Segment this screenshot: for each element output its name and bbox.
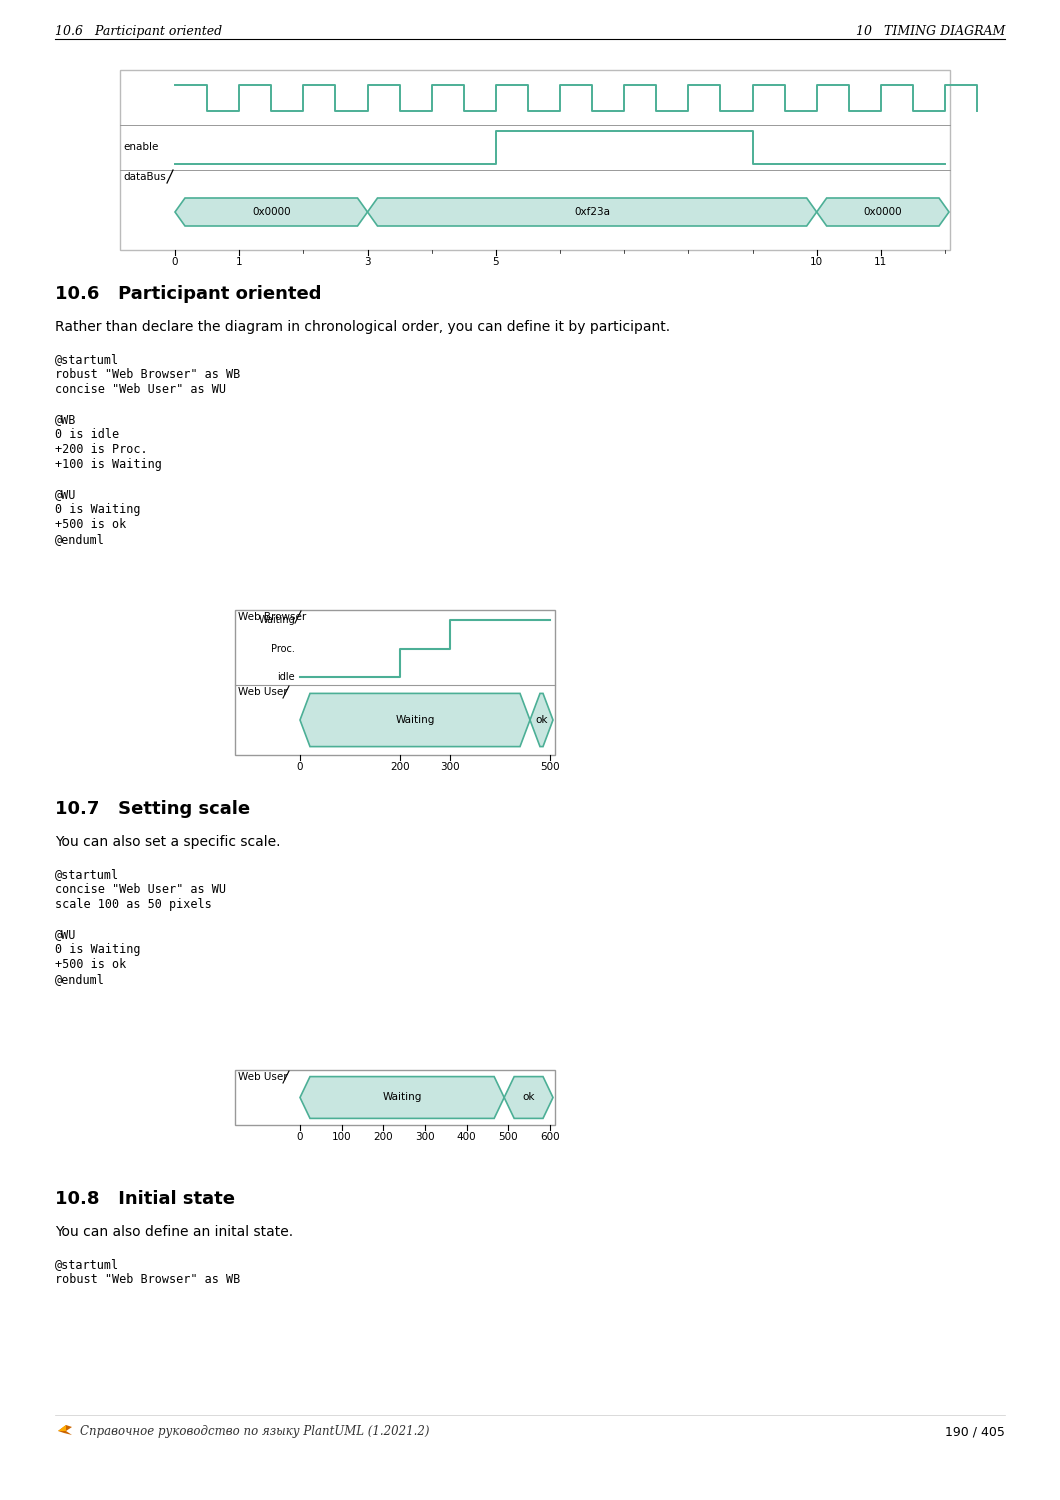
Text: @enduml: @enduml [55,974,105,986]
Text: 10: 10 [810,256,824,267]
Text: +200 is Proc.: +200 is Proc. [55,442,147,456]
Polygon shape [505,1077,553,1119]
Text: 300: 300 [440,762,460,772]
Text: You can also define an inital state.: You can also define an inital state. [55,1226,294,1239]
Text: concise "Web User" as WU: concise "Web User" as WU [55,382,226,396]
Polygon shape [58,1425,72,1436]
Text: 200: 200 [390,762,410,772]
Polygon shape [300,693,530,747]
Text: Waiting: Waiting [383,1092,422,1102]
Text: Rather than declare the diagram in chronological order, you can define it by par: Rather than declare the diagram in chron… [55,320,670,334]
Text: Proc.: Proc. [271,644,295,654]
Text: dataBus: dataBus [123,172,165,182]
Text: 1: 1 [236,256,243,267]
Text: @WU: @WU [55,488,76,501]
FancyBboxPatch shape [120,70,950,250]
Text: scale 100 as 50 pixels: scale 100 as 50 pixels [55,898,212,910]
Text: 11: 11 [874,256,887,267]
Polygon shape [530,693,553,747]
Text: 10   TIMING DIAGRAM: 10 TIMING DIAGRAM [855,26,1005,38]
Text: enable: enable [123,142,158,153]
Text: Web User: Web User [238,687,287,698]
Text: 190 / 405: 190 / 405 [946,1425,1005,1438]
Text: 10.6   Participant oriented: 10.6 Participant oriented [55,285,321,303]
Text: 0: 0 [297,762,303,772]
Text: Web User: Web User [238,1072,287,1082]
Polygon shape [816,198,949,226]
Text: @startuml: @startuml [55,868,119,880]
Text: 200: 200 [373,1132,393,1142]
Text: ok: ok [535,716,548,724]
Text: 0x0000: 0x0000 [252,207,290,218]
Text: 3: 3 [365,256,371,267]
Text: 0xf23a: 0xf23a [575,207,611,218]
Text: 5: 5 [493,256,499,267]
Text: 0: 0 [297,1132,303,1142]
Text: 100: 100 [332,1132,352,1142]
Polygon shape [300,1077,505,1119]
Text: 10.6   Participant oriented: 10.6 Participant oriented [55,26,223,38]
Polygon shape [175,198,368,226]
Text: @WB: @WB [55,413,76,426]
Text: 0 is Waiting: 0 is Waiting [55,944,141,956]
Text: @startuml: @startuml [55,352,119,366]
Text: 10.8   Initial state: 10.8 Initial state [55,1190,235,1208]
Text: 0x0000: 0x0000 [864,207,902,218]
Text: idle: idle [278,672,295,682]
Polygon shape [368,198,816,226]
Text: @enduml: @enduml [55,532,105,546]
Text: robust "Web Browser" as WB: robust "Web Browser" as WB [55,1274,241,1286]
Text: 500: 500 [498,1132,518,1142]
Text: +100 is Waiting: +100 is Waiting [55,458,162,471]
FancyBboxPatch shape [235,1070,555,1125]
Text: Waiting: Waiting [259,615,295,626]
Text: 300: 300 [416,1132,435,1142]
Text: +500 is ok: +500 is ok [55,518,126,531]
Text: ok: ok [523,1092,535,1102]
Text: 500: 500 [541,762,560,772]
Text: Web Browser: Web Browser [238,612,306,622]
Text: @WU: @WU [55,928,76,940]
Text: Справочное руководство по языку PlantUML (1.2021.2): Справочное руководство по языку PlantUML… [80,1425,429,1438]
Text: concise "Web User" as WU: concise "Web User" as WU [55,884,226,896]
Text: +500 is ok: +500 is ok [55,958,126,970]
Text: 10.7   Setting scale: 10.7 Setting scale [55,800,250,818]
Text: 0: 0 [172,256,178,267]
Polygon shape [58,1425,66,1431]
Text: You can also set a specific scale.: You can also set a specific scale. [55,836,281,849]
FancyBboxPatch shape [235,610,555,754]
Text: 0 is idle: 0 is idle [55,427,119,441]
Text: 0 is Waiting: 0 is Waiting [55,503,141,516]
Text: Waiting: Waiting [395,716,435,724]
Text: 400: 400 [457,1132,477,1142]
Text: robust "Web Browser" as WB: robust "Web Browser" as WB [55,368,241,381]
Text: @startuml: @startuml [55,1258,119,1270]
Text: 600: 600 [541,1132,560,1142]
